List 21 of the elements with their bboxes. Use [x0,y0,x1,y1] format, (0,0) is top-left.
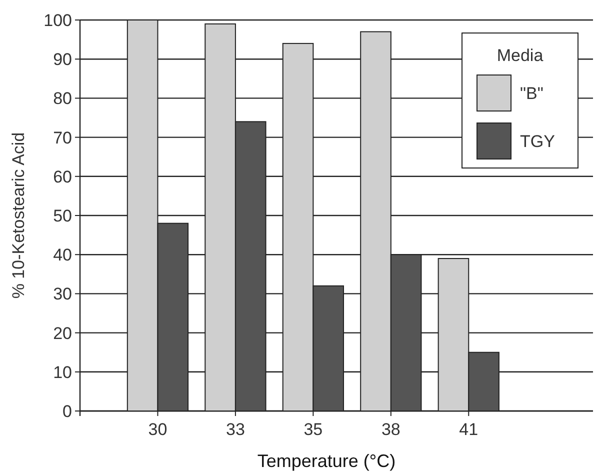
legend-label: "B" [520,84,544,103]
legend-title: Media [496,46,544,65]
x-tick-label: 30 [148,420,168,439]
y-tick-label: 30 [53,284,72,304]
x-axis-title: Temperature (°C) [257,451,396,471]
x-tick-label: 33 [226,420,245,439]
legend-label: TGY [520,132,555,151]
x-tick-label: 38 [381,420,400,439]
y-tick-label: 60 [53,167,72,186]
y-tick-label: 70 [53,128,72,148]
y-tick-label: 100 [44,10,72,30]
y-tick-label: 80 [53,89,72,108]
x-tick-label: 35 [304,420,323,439]
y-tick-label: 20 [53,324,72,343]
y-tick-label: 0 [62,402,72,421]
y-tick-label: 10 [53,362,72,382]
y-tick-label: 90 [53,50,72,70]
y-tick-label: 50 [53,206,72,226]
x-tick-label: 41 [459,420,478,439]
y-tick-label: 40 [53,246,72,265]
y-axis-title: % 10-Ketostearic Acid [9,132,28,299]
